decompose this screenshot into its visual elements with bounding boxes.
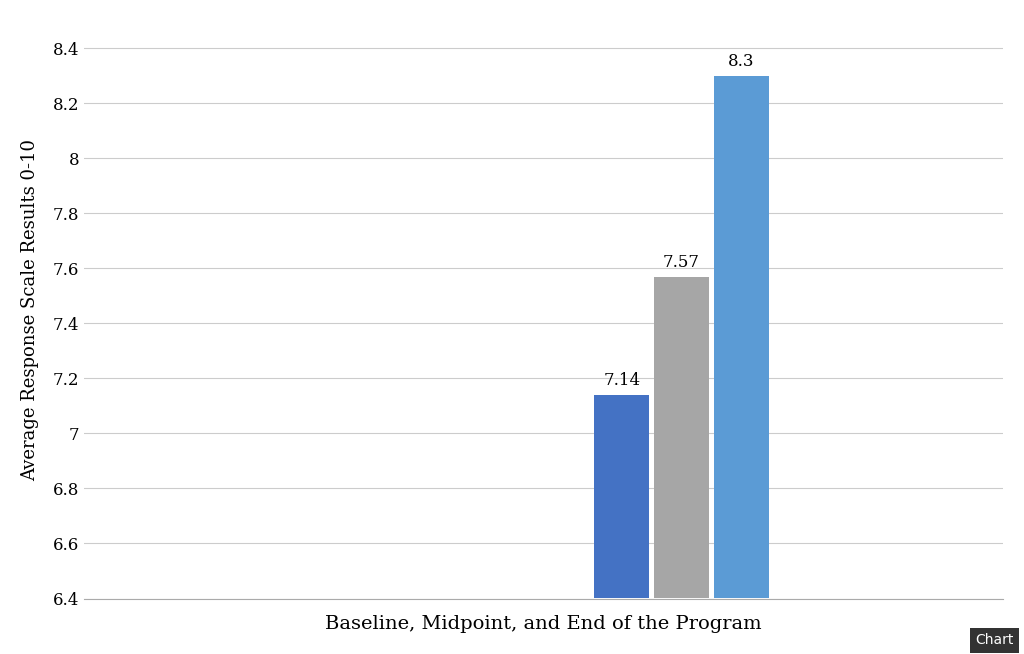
Y-axis label: Average Response Scale Results 0-10: Average Response Scale Results 0-10 xyxy=(20,139,39,481)
X-axis label: Baseline, Midpoint, and End of the Program: Baseline, Midpoint, and End of the Progr… xyxy=(326,615,762,633)
Text: 7.14: 7.14 xyxy=(603,372,640,389)
Bar xyxy=(714,76,769,598)
Bar xyxy=(654,277,709,598)
Bar xyxy=(594,395,649,598)
Text: Chart: Chart xyxy=(976,634,1014,647)
Text: 8.3: 8.3 xyxy=(728,54,755,71)
Text: 7.57: 7.57 xyxy=(663,254,700,271)
